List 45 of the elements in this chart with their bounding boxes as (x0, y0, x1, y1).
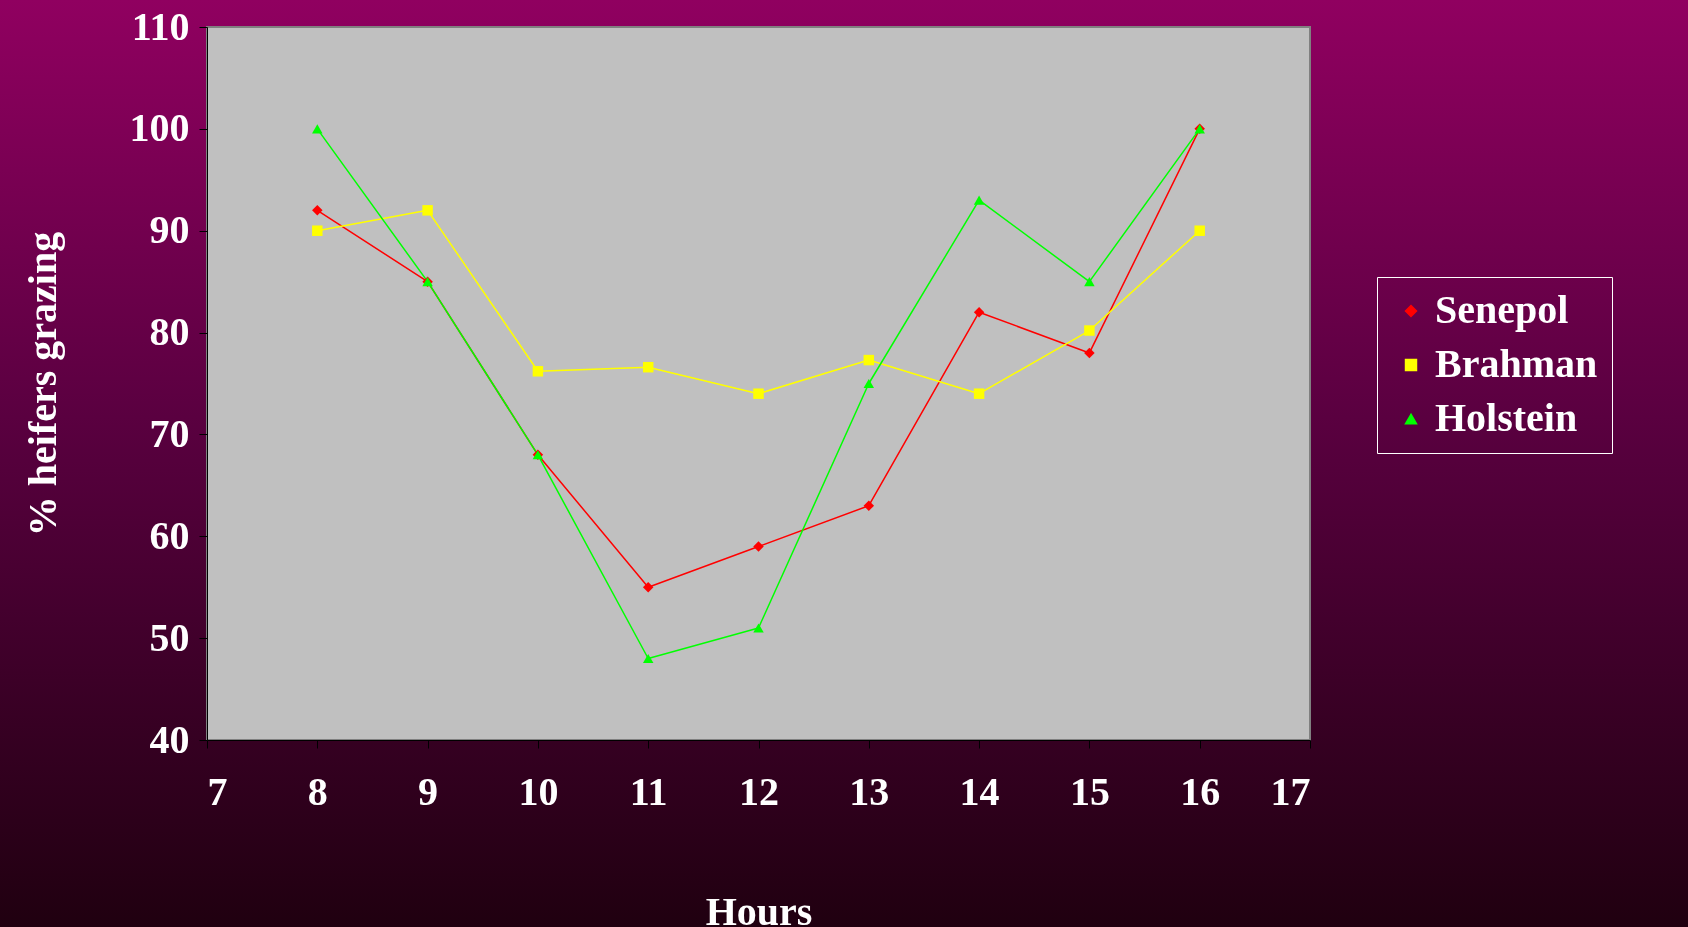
y-tick-label: 80 (149, 309, 190, 355)
x-tick-label: 10 (518, 768, 559, 814)
point (642, 653, 654, 664)
y-tick-label: 70 (149, 410, 190, 456)
point (532, 366, 544, 377)
point (1084, 347, 1095, 359)
point (973, 306, 985, 318)
point (863, 354, 875, 366)
y-tick-label: 60 (149, 512, 190, 558)
legend-label: Brahman (1435, 341, 1598, 386)
x-tick-label: 9 (418, 768, 439, 814)
point (973, 388, 985, 399)
y-axis-title: % heifers grazing (19, 231, 65, 537)
point (1084, 325, 1095, 336)
x-tick-label: 12 (739, 768, 779, 814)
x-tick-label: 14 (959, 768, 1000, 814)
x-tick-label: 11 (629, 768, 668, 814)
x-tick-label: 13 (849, 768, 890, 814)
point (642, 361, 654, 373)
y-tick-label: 40 (149, 716, 190, 762)
point (753, 623, 764, 633)
x-tick-label: 17 (1270, 768, 1311, 814)
legend-label: Holstein (1435, 395, 1578, 440)
point (312, 225, 323, 236)
x-tick-label: 15 (1069, 768, 1110, 814)
x-tick-label: 16 (1180, 768, 1221, 814)
point (422, 205, 433, 216)
point (312, 205, 323, 216)
x-tick-label: 8 (307, 768, 328, 814)
point (1194, 225, 1205, 236)
legend-label: Senepol (1435, 287, 1569, 332)
point (863, 378, 875, 389)
point (753, 388, 764, 399)
y-tick-label: 100 (129, 105, 190, 151)
point (312, 124, 323, 134)
point (753, 541, 764, 552)
point (863, 500, 875, 511)
point (642, 581, 654, 593)
y-tick-label: 50 (149, 614, 190, 660)
y-tick-label: 110 (131, 3, 190, 49)
x-tick-label: 7 (207, 768, 228, 814)
x-axis-title: Hours (705, 888, 813, 927)
point (1084, 277, 1095, 287)
y-tick-label: 90 (149, 207, 190, 253)
point (973, 195, 985, 205)
